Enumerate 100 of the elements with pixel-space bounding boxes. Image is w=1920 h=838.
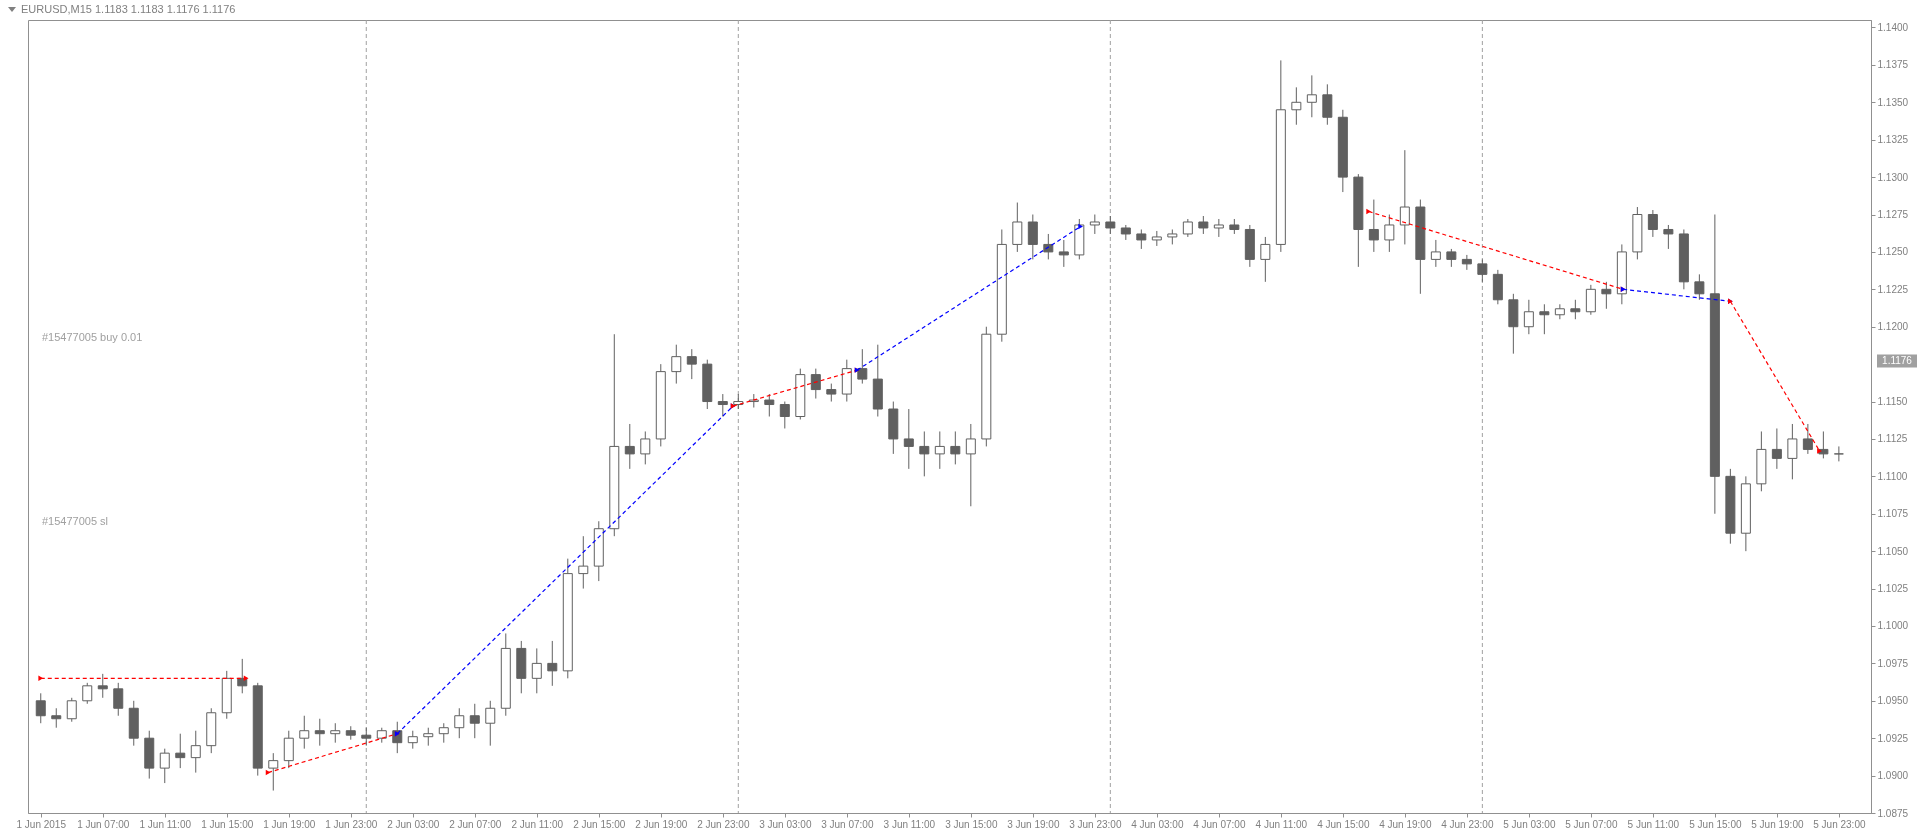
candlestick [1647,209,1658,238]
candlestick [578,535,589,590]
candlestick [950,430,961,465]
candlestick [1539,303,1550,335]
candlestick [35,692,46,724]
candlestick [1260,236,1271,283]
candlestick [531,647,542,694]
y-tick-label: 1.1075 [1877,508,1909,520]
candlestick [1012,202,1023,253]
y-tick-label: 1.1250 [1877,246,1909,258]
x-tick-label: 2 Jun 23:00 [697,818,750,830]
candlestick [1291,86,1302,126]
y-tick-label: 1.1400 [1877,21,1909,33]
candlestick [1136,228,1147,250]
candlestick [640,430,651,465]
candlestick [485,700,496,747]
candlestick [1043,233,1054,260]
x-tick-label: 4 Jun 03:00 [1131,818,1184,830]
y-tick-label: 1.1350 [1877,96,1909,108]
y-tick-label: 1.1100 [1877,470,1908,482]
y-tick-label: 1.1000 [1877,620,1909,632]
candlestick [66,697,77,723]
candlestick [1477,258,1488,283]
candlestick [1694,273,1705,301]
candlestick [1089,214,1100,235]
x-tick-label: 4 Jun 15:00 [1317,818,1370,830]
x-tick-label: 3 Jun 19:00 [1007,818,1060,830]
y-tick-label: 1.1275 [1877,209,1909,221]
candlestick [175,733,186,769]
x-tick-label: 1 Jun 19:00 [263,818,316,830]
x-tick-label: 1 Jun 15:00 [201,818,254,830]
candlestick [438,722,449,744]
candlestick [82,682,93,705]
annotation: #15477005 sl [42,515,109,527]
y-tick-label: 1.1050 [1877,545,1909,557]
candlestick [1058,239,1069,268]
candlestick [717,393,728,417]
y-tick-label: 1.1375 [1877,59,1909,71]
candlestick [624,423,635,470]
y-tick-label: 1.0875 [1877,807,1909,819]
candlestick [934,430,945,470]
candlestick [779,401,790,429]
candlestick [810,368,821,400]
candlestick [686,348,697,380]
candlestick [159,748,170,784]
x-tick-label: 3 Jun 23:00 [1069,818,1122,830]
candlestick [283,730,294,769]
y-tick-label: 1.1325 [1877,134,1909,146]
candlestick [190,730,201,774]
x-tick-label: 5 Jun 15:00 [1689,818,1742,830]
candlestick [919,430,930,477]
candlestick [330,722,341,744]
x-tick-label: 1 Jun 11:00 [139,818,192,830]
candlestick [1663,224,1674,250]
y-tick-label: 1.0925 [1877,732,1909,744]
x-tick-label: 5 Jun 07:00 [1565,818,1618,830]
candlestick [1306,74,1317,118]
y-tick-label: 1.1200 [1877,321,1909,333]
y-tick-label: 1.1125 [1877,433,1908,445]
candlestick [1585,284,1596,316]
x-tick-label: 5 Jun 23:00 [1813,818,1866,830]
candlestick [671,344,682,385]
candlestick [97,673,108,699]
x-tick-label: 1 Jun 23:00 [325,818,378,830]
candlestick [1322,83,1333,126]
x-tick-label: 4 Jun 07:00 [1193,818,1246,830]
x-tick-label: 2 Jun 19:00 [635,818,688,830]
candlestick [314,718,325,747]
candlestick [1554,303,1565,320]
candlestick [965,423,976,507]
candlestick [1027,214,1038,260]
y-tick-label: 1.1225 [1877,283,1909,295]
x-tick-label: 2 Jun 15:00 [573,818,626,830]
candlestick [1601,281,1612,310]
candlestick [1787,423,1798,480]
x-tick-label: 1 Jun 07:00 [77,818,130,830]
x-tick-label: 4 Jun 23:00 [1441,818,1494,830]
y-tick-label: 1.0950 [1877,695,1909,707]
y-tick-label: 1.1025 [1877,583,1909,595]
y-tick-label: 1.0900 [1877,770,1909,782]
x-tick-label: 2 Jun 11:00 [511,818,564,830]
candlestick [1570,299,1581,320]
candlestick [454,707,465,739]
candlestick [764,393,775,417]
annotation: #15477005 buy 0.01 [42,331,143,343]
y-tick-label: 1.1300 [1877,171,1909,183]
x-tick-label: 2 Jun 07:00 [449,818,502,830]
text: 1.1176 [1882,355,1913,366]
candlestick [1399,149,1410,245]
x-tick-label: 4 Jun 19:00 [1379,818,1432,830]
x-tick-label: 4 Jun 11:00 [1255,818,1308,830]
candlestick [903,408,914,470]
y-tick-label: 1.1150 [1877,396,1908,408]
y-tick-label: 1.0975 [1877,657,1909,669]
x-tick-label: 2 Jun 03:00 [387,818,440,830]
candlestick [1430,239,1441,268]
x-tick-label: 3 Jun 11:00 [883,818,936,830]
candlestick [1384,214,1395,253]
candlestick [1802,423,1813,455]
chart-title: EURUSD,M15 1.1183 1.1183 1.1176 1.1176 [21,3,236,15]
